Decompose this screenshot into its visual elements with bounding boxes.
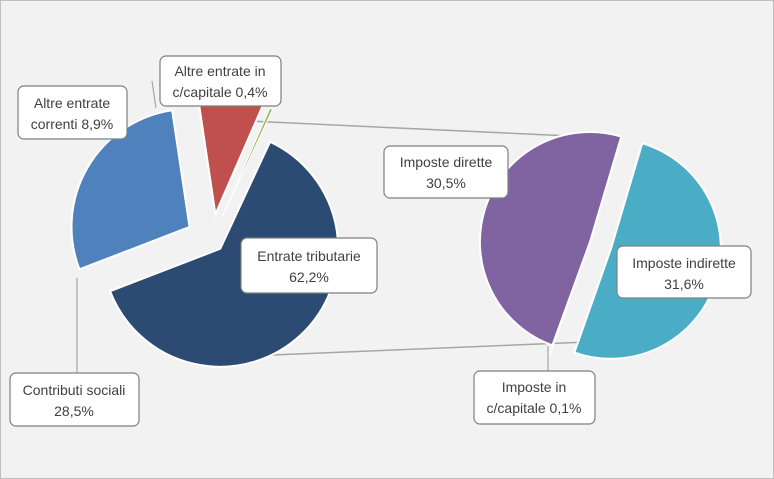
pie-slice-contributi-sociali xyxy=(70,109,191,271)
label-line-2: 30,5% xyxy=(426,175,466,191)
pie-slice-altre-entrate-capitale xyxy=(222,107,274,217)
data-label-imposte-indirette: Imposte indirette 31,6% xyxy=(616,245,752,299)
label-line-1: Altre entrate xyxy=(34,95,110,111)
pie-slice-entrate-tributarie xyxy=(108,140,340,368)
leader-line-altre-capitale xyxy=(151,80,157,109)
label-line-2: c/capitale 0,4% xyxy=(173,84,268,100)
label-line-2: 31,6% xyxy=(664,276,704,292)
data-label-entrate-tributarie: Entrate tributarie 62,2% xyxy=(240,237,378,294)
label-line-2: c/capitale 0,1% xyxy=(487,400,582,416)
label-line-1: Imposte in xyxy=(502,379,567,395)
label-line-1: Imposte dirette xyxy=(400,154,493,170)
label-line-2: correnti 8,9% xyxy=(31,116,113,132)
label-line-1: Entrate tributarie xyxy=(257,248,361,264)
secondary-pie xyxy=(478,131,722,360)
data-label-altre-entrate-capitale: Altre entrate in c/capitale 0,4% xyxy=(159,55,282,107)
data-label-contributi-sociali: Contributi sociali 28,5% xyxy=(9,372,140,427)
data-label-imposte-capitale: Imposte in c/capitale 0,1% xyxy=(473,370,596,425)
label-line-2: 28,5% xyxy=(54,403,94,419)
label-line-1: Imposte indirette xyxy=(632,255,736,271)
data-label-altre-entrate-correnti: Altre entrate correnti 8,9% xyxy=(17,85,128,140)
connector-line-top xyxy=(247,120,571,137)
pie-slice-imposte-capitale xyxy=(548,251,588,356)
label-line-1: Altre entrate in xyxy=(174,63,265,79)
data-label-imposte-dirette: Imposte dirette 30,5% xyxy=(383,145,509,199)
connector-line-bottom xyxy=(247,341,589,357)
label-line-1: Contributi sociali xyxy=(23,382,126,398)
pie-slice-imposte-dirette xyxy=(478,131,623,347)
label-line-2: 62,2% xyxy=(289,269,329,285)
